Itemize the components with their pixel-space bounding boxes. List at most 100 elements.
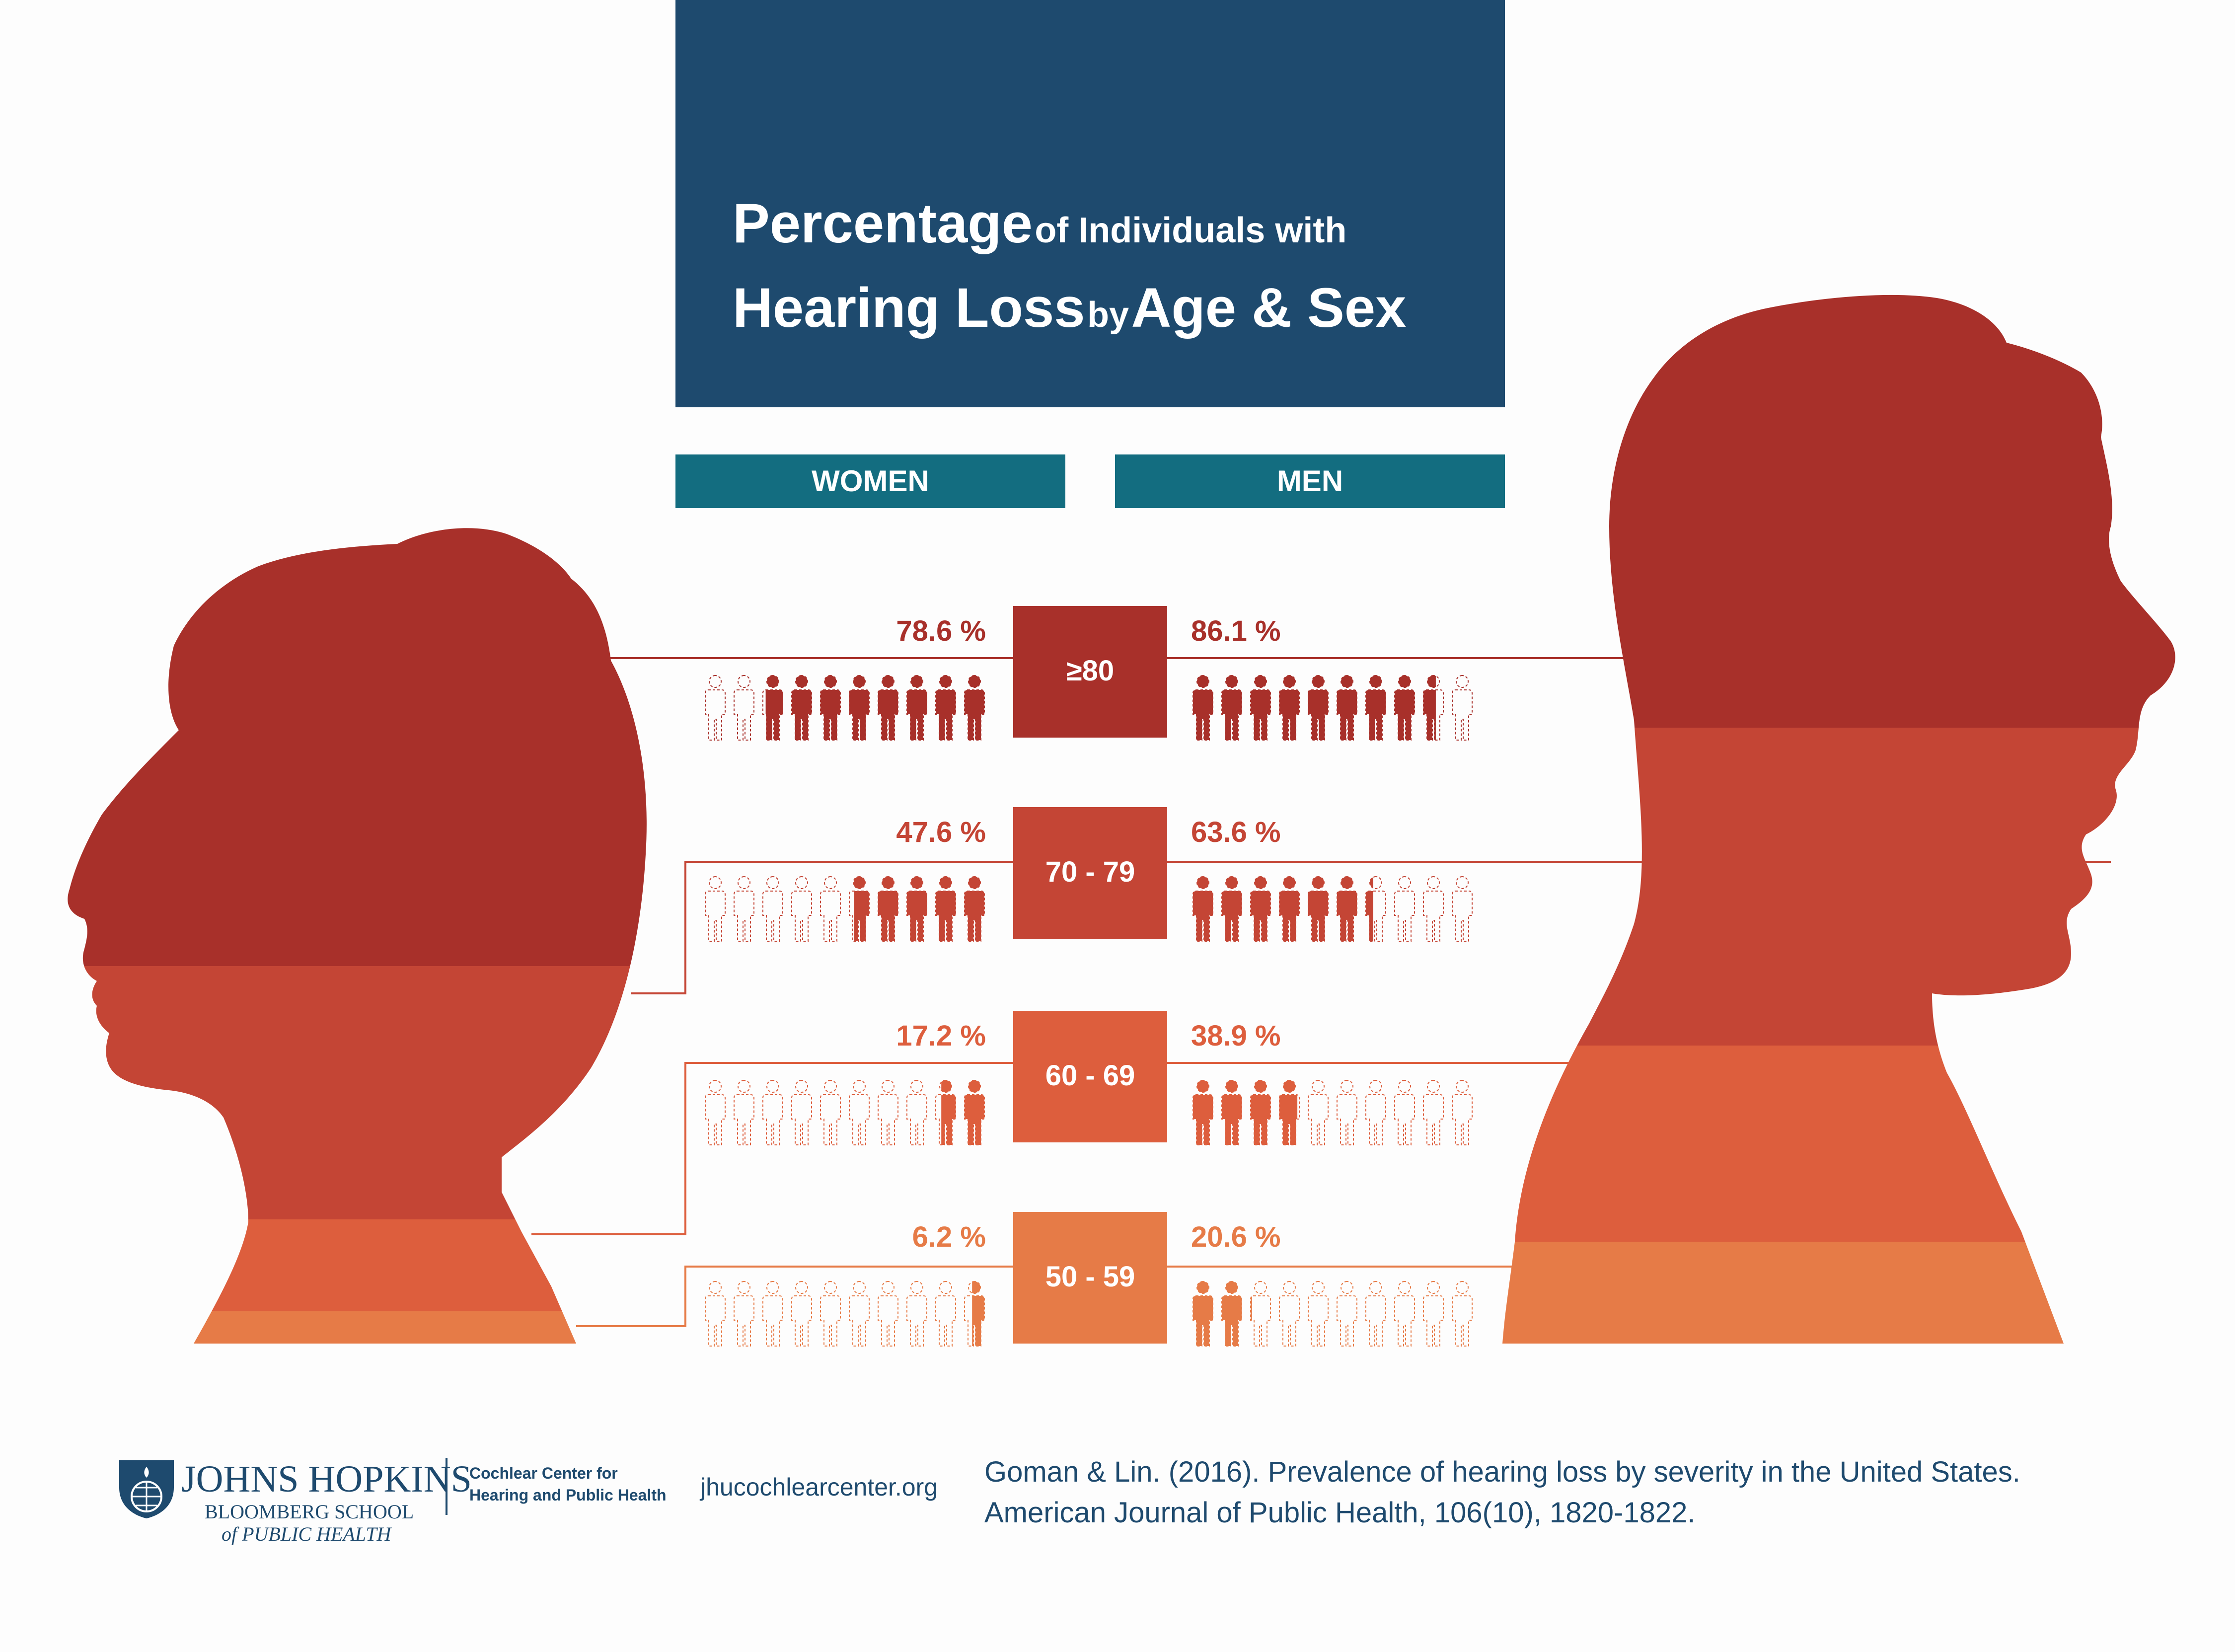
citation-line-1: Goman & Lin. (2016). Prevalence of heari… (984, 1456, 2020, 1488)
women-icon-outline (734, 876, 754, 942)
men-icon-outline (1279, 1281, 1300, 1347)
men-icon-outline (1337, 1281, 1357, 1347)
women-icon-outline (820, 1080, 841, 1145)
women-icon-outline (705, 876, 726, 942)
women-icon-outline (935, 1281, 956, 1347)
website-link[interactable]: jhucochlearcenter.org (700, 1473, 938, 1501)
women-icon-filled (907, 676, 927, 740)
women-icon-filled (965, 676, 984, 740)
women-icon-filled (849, 676, 869, 740)
men-icon-outline (1308, 1281, 1329, 1347)
women-icon-filled (765, 676, 783, 740)
women-icon-outline (791, 876, 812, 942)
men-icon-outline (1423, 876, 1444, 942)
women-icon-outline (705, 1080, 726, 1145)
title-panel: Percentage of Individuals with Hearing L… (675, 0, 1505, 407)
women-icon-outline (906, 1281, 927, 1347)
women-icon-outline (878, 1281, 898, 1347)
men-percent-label: 63.6 % (1191, 816, 1281, 848)
women-icon-outline (762, 876, 783, 942)
center-name-line-2: Hearing and Public Health (469, 1486, 667, 1504)
women-icon-outline (878, 1080, 898, 1145)
men-icon-outline (1452, 876, 1473, 942)
women-icon-outline (906, 1080, 927, 1145)
age-row: 70 - 79 47.6 % 63.6 % (705, 807, 1473, 942)
women-percent-label: 78.6 % (896, 615, 986, 647)
age-label: 50 - 59 (1045, 1261, 1135, 1293)
age-row: 60 - 69 17.2 % 38.9 % (705, 1011, 1473, 1145)
men-icon-outline (1423, 1281, 1444, 1347)
men-icon-filled (1193, 1080, 1213, 1145)
women-icon-outline (762, 1080, 783, 1145)
women-icon-filled (878, 676, 898, 740)
men-icon-outline (1452, 1080, 1473, 1145)
men-icon-outline (1308, 1080, 1329, 1145)
women-percent-label: 47.6 % (896, 816, 986, 848)
women-icon-outline (734, 675, 754, 741)
women-icon-outline (849, 1281, 870, 1347)
women-icon-filled (854, 877, 869, 941)
title-line-2: Hearing Loss by Age & Sex (733, 276, 1406, 340)
women-icon-filled (972, 1281, 984, 1346)
center-name-line-1: Cochlear Center for (469, 1464, 618, 1482)
men-icon-filled (1308, 676, 1328, 740)
connector-lines (531, 657, 2111, 1327)
men-icon-filled (1279, 877, 1299, 941)
men-icon-filled (1251, 877, 1270, 941)
women-icon-outline (705, 1281, 726, 1347)
age-box (1013, 807, 1167, 939)
age-label: ≥80 (1066, 655, 1114, 687)
women-icon-filled (941, 1080, 956, 1145)
women-icon-filled (878, 877, 898, 941)
women-icon-outline (820, 876, 841, 942)
men-icon-filled (1366, 877, 1373, 941)
women-icon-filled (820, 676, 840, 740)
women-icon-outline (734, 1080, 754, 1145)
men-icon-filled (1279, 676, 1299, 740)
men-icon-filled (1193, 877, 1213, 941)
men-icon-filled (1222, 877, 1242, 941)
men-icon-filled (1279, 1080, 1298, 1145)
men-percent-label: 20.6 % (1191, 1221, 1281, 1253)
age-box (1013, 1212, 1167, 1344)
men-icon-outline (1452, 1281, 1473, 1347)
age-label: 60 - 69 (1045, 1059, 1135, 1092)
men-icon-outline (1394, 1281, 1415, 1347)
men-icon-filled (1337, 877, 1357, 941)
women-icon-filled (936, 676, 956, 740)
jhu-logo-line-1: JOHNS HOPKINS (181, 1458, 472, 1500)
men-icon-filled (1251, 1080, 1270, 1145)
woman-silhouette (68, 528, 647, 1344)
title-by: by (1087, 295, 1129, 335)
women-icon-outline (762, 1281, 783, 1347)
women-icon-filled (792, 676, 812, 740)
men-icon-filled (1251, 1296, 1252, 1320)
man-silhouette (1502, 295, 2175, 1344)
men-percent-label: 86.1 % (1191, 615, 1281, 647)
title-hearing-loss: Hearing Loss (733, 277, 1085, 339)
age-label: 70 - 79 (1045, 856, 1135, 888)
men-icon-filled (1308, 877, 1328, 941)
title-age-sex: Age & Sex (1131, 277, 1407, 339)
men-icon-outline (1423, 1080, 1444, 1145)
women-icon-outline (791, 1281, 812, 1347)
men-icon-filled (1193, 1281, 1213, 1346)
women-icon-filled (965, 877, 984, 941)
men-icon-filled (1193, 676, 1213, 740)
women-icon-outline (791, 1080, 812, 1145)
pictograph-rows: ≥80 78.6 % 86.1 % 70 - 79 47.6 % 63.6 % 60 - 6… (705, 606, 1473, 1347)
men-icon-outline (1394, 876, 1415, 942)
jhu-shield-icon (119, 1460, 174, 1518)
women-header: WOMEN (675, 454, 1065, 508)
men-icon-filled (1222, 676, 1242, 740)
men-icon-filled (1423, 676, 1436, 740)
men-icon-filled (1222, 1080, 1242, 1145)
title-of-individuals: of Individuals with (1035, 211, 1347, 250)
men-icon-outline (1250, 1281, 1271, 1347)
men-icon-filled (1222, 1281, 1242, 1346)
logo-divider (446, 1458, 447, 1515)
men-icon-outline (1365, 1281, 1386, 1347)
men-icon-outline (1394, 1080, 1415, 1145)
jhu-logo-line-2: BLOOMBERG SCHOOL (205, 1501, 414, 1523)
age-box (1013, 606, 1167, 738)
